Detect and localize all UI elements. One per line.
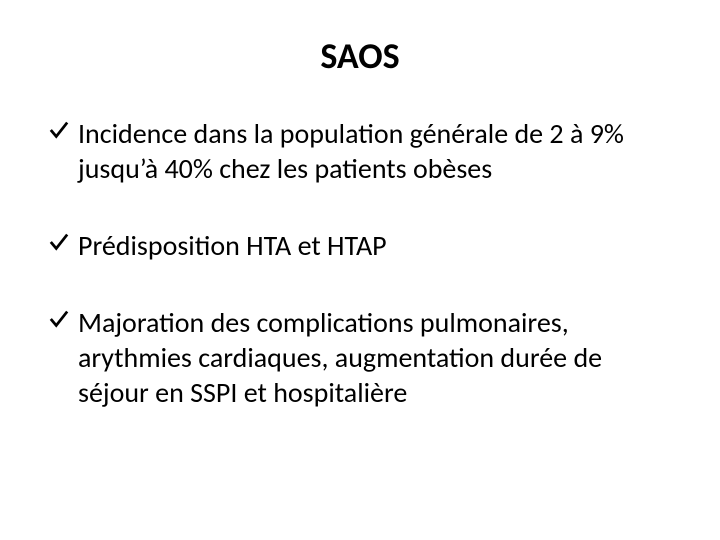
list-item: Majoration des complications pulmonaires… xyxy=(48,305,672,410)
list-item-text: Majoration des complications pulmonaires… xyxy=(78,305,602,410)
checkmark-icon xyxy=(48,309,70,331)
bullet-list: Incidence dans la population générale de… xyxy=(48,116,672,410)
list-item: Incidence dans la population générale de… xyxy=(48,116,672,186)
list-item-text: Incidence dans la population générale de… xyxy=(78,116,624,186)
list-item: Prédisposition HTA et HTAP xyxy=(48,228,672,263)
checkmark-icon xyxy=(48,120,70,142)
list-item-text: Prédisposition HTA et HTAP xyxy=(78,228,387,263)
checkmark-icon xyxy=(48,232,70,254)
slide-title: SAOS xyxy=(48,34,672,78)
